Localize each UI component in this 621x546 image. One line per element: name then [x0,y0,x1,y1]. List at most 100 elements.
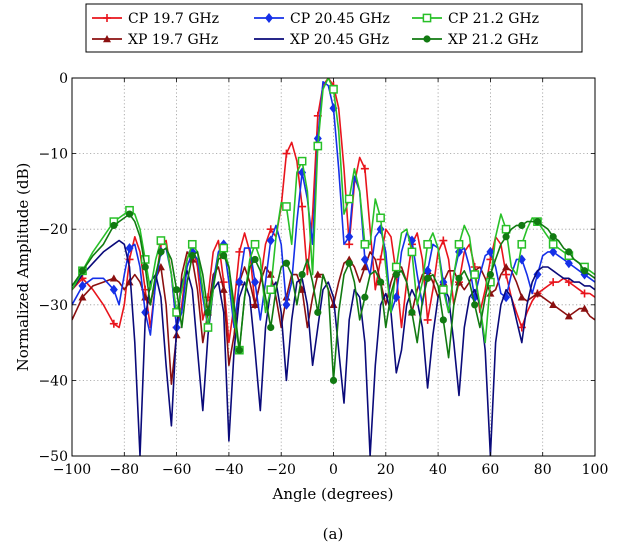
series-point [549,278,558,287]
series-point [360,164,369,173]
series-point [345,231,354,242]
legend-marker [265,13,273,23]
y-tick-label: 0 [59,71,68,87]
series-point [235,247,244,256]
series-point [298,270,306,279]
series-point [580,304,589,312]
series-point [423,265,432,276]
series-point [297,156,307,166]
series-point [282,149,291,158]
legend-label: XP 20.45 GHz [290,32,389,48]
series-point [156,263,165,271]
legend-entry: XP 20.45 GHz [254,32,389,48]
series-point [486,289,495,297]
series-point [518,221,526,230]
series-point [173,286,181,294]
ticks: −100 −80 −60 −40 −20 0 20 40 60 80 100−50−40−30−20… [38,71,608,478]
x-tick-label: −100 [53,462,91,478]
series-point [454,239,464,249]
legend-label: XP 19.7 GHz [128,32,218,48]
series-point [486,277,495,287]
series-point [376,278,385,286]
series-point [471,301,479,309]
legend-entry: CP 19.7 GHz [92,11,219,27]
figure-caption: (a) [323,525,344,543]
series-point [156,236,166,245]
series-point [424,274,432,282]
series-point [220,252,228,260]
series-point [423,315,432,324]
series-point [517,239,527,249]
legend-marker [422,13,432,23]
series-point [329,84,338,94]
series-point [267,323,275,332]
series-point [580,267,589,275]
series-point [141,263,149,271]
x-axis-title: Angle (degrees) [272,485,394,503]
series-point [109,274,118,282]
series-point [313,141,323,151]
series-point [408,308,416,316]
series-point [439,316,447,324]
x-tick-label: −80 [110,462,140,478]
y-tick-label: −10 [38,147,68,163]
series-point [502,263,511,271]
series-point [282,259,291,267]
series-point [549,233,557,241]
series-point [329,376,338,384]
series-point [344,194,354,204]
legend-marker [423,35,431,43]
legend-label: CP 20.45 GHz [290,11,390,27]
legend-label: CP 21.2 GHz [448,11,539,27]
series-point [360,239,370,249]
x-tick-label: 0 [329,462,338,478]
x-tick-label: −60 [162,462,192,478]
series-point [78,267,87,275]
series-point [251,255,259,264]
legend-marker [103,35,111,43]
series-point [391,262,401,272]
series-point [486,270,494,279]
series-point [282,299,291,310]
series-point [439,236,448,245]
series-point [219,285,228,293]
y-axis-title: Normalized Amplitude (dB) [14,163,32,372]
series-point [392,270,400,279]
series-point [564,278,573,287]
x-tick-label: 100 [582,462,609,478]
series-point [565,248,573,256]
series-point [157,248,165,256]
series-point [78,293,87,301]
series-layer [72,78,595,456]
series-point [219,278,228,287]
series-point [407,247,417,257]
series-point [361,293,369,301]
legend-entry: XP 19.7 GHz [92,32,218,48]
series-point [502,233,510,241]
series-point [438,285,448,295]
series-point [109,319,118,328]
x-tick-label: 60 [481,462,499,478]
series-point [204,308,212,316]
y-tick-label: −50 [38,449,68,465]
series-point [203,323,213,332]
series-5 [72,210,595,384]
series-point [360,263,369,271]
legend-box [85,3,583,53]
series-point [250,239,260,249]
x-tick-label: −20 [266,462,296,478]
series-point [548,239,558,249]
series-line [72,239,595,456]
series-point [564,258,573,269]
x-tick-label: 80 [534,462,552,478]
series-point [314,308,322,316]
series-point [187,239,197,249]
series-point [313,270,322,278]
series-point [125,243,134,254]
series-point [251,300,260,308]
series-point [266,285,276,295]
series-point [125,278,134,286]
series-point [470,270,480,279]
y-tick-label: −40 [38,373,68,389]
series-point [376,255,385,264]
